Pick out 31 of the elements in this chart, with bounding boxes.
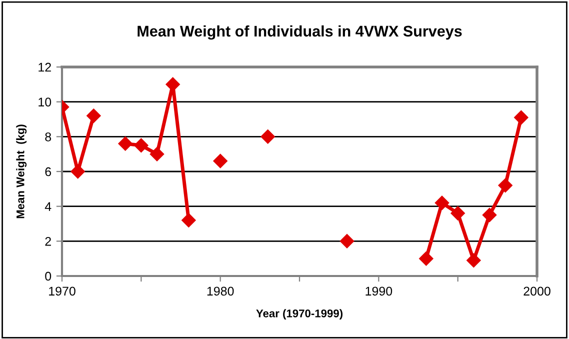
point — [419, 252, 434, 266]
point — [450, 206, 465, 220]
x-tick-label: 2000 — [524, 286, 550, 296]
point — [134, 138, 148, 152]
x-tick-label: 1990 — [366, 286, 392, 296]
y-tick-label: 8 — [45, 132, 52, 142]
point — [466, 253, 481, 268]
point — [70, 164, 85, 179]
x-tick-label: 1970 — [49, 286, 76, 296]
point — [182, 213, 196, 228]
point — [434, 196, 450, 210]
point — [482, 208, 497, 222]
y-tick-label: 0 — [45, 272, 52, 281]
y-axis-title: Mean Weight (kg) — [16, 124, 27, 218]
y-tick-label: 4 — [44, 202, 52, 211]
y-tick-label: 2 — [45, 236, 51, 246]
point — [166, 77, 180, 92]
point — [498, 178, 512, 193]
x-axis-title: Year (1970-1999) — [256, 309, 343, 320]
point — [514, 110, 528, 125]
point — [340, 234, 354, 248]
y-tick-label: 12 — [38, 62, 51, 72]
point — [86, 108, 101, 123]
y-tick-label: 10 — [38, 98, 52, 106]
point — [213, 154, 228, 168]
point — [150, 147, 164, 162]
point — [260, 130, 275, 144]
y-tick-label: 6 — [45, 167, 52, 176]
x-tick-label: 1980 — [207, 286, 234, 296]
point — [118, 136, 132, 151]
chart-title: Mean Weight of Individuals in 4VWX Surveys — [138, 25, 462, 40]
